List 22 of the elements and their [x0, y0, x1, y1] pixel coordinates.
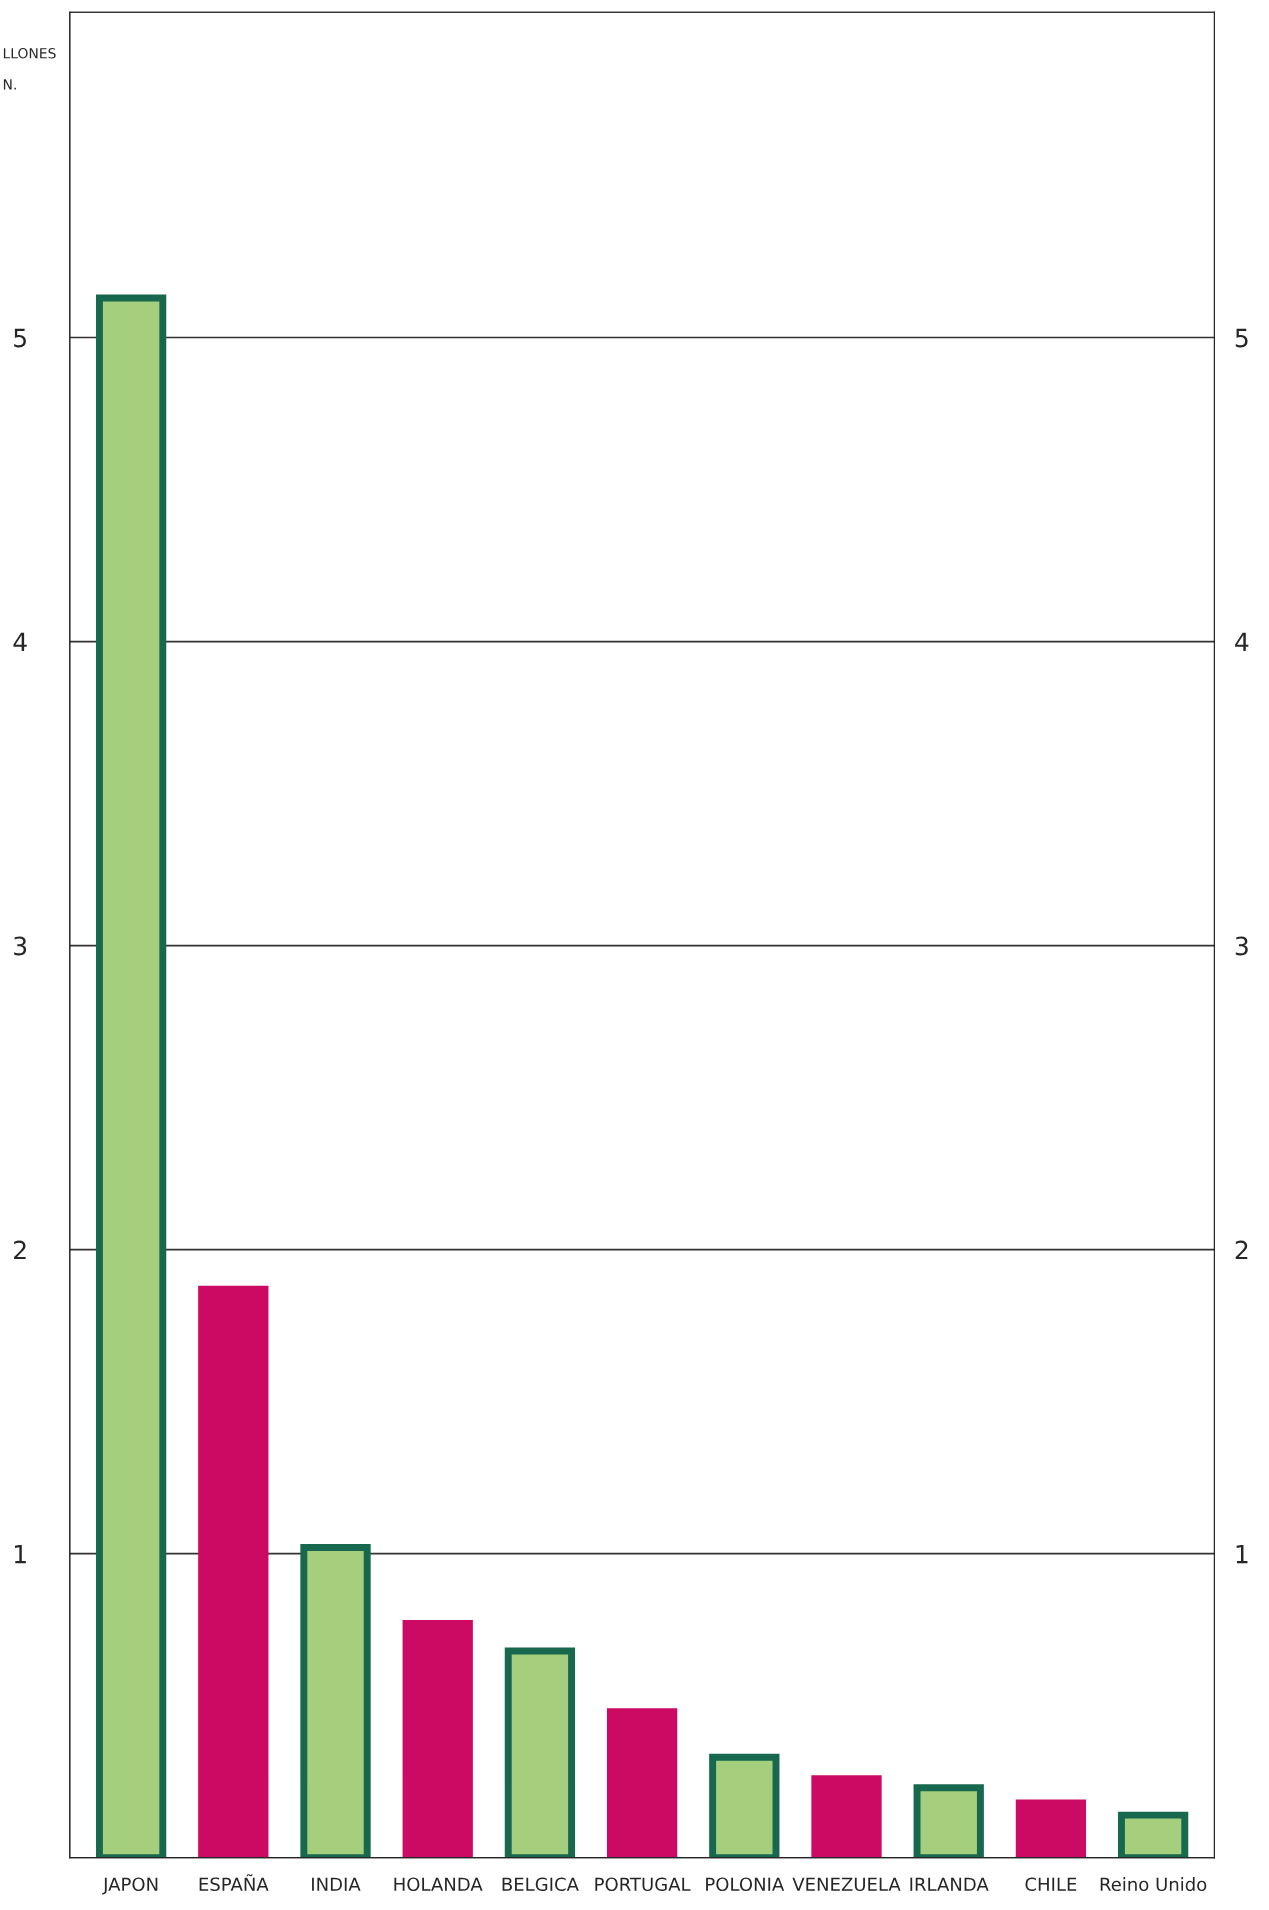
x-tick-label: IRLANDA: [910, 1877, 989, 1891]
x-tick-label: ESPAÑA: [199, 1874, 269, 1892]
y-tick-label: 4: [13, 632, 27, 652]
y2-tick-label: 3: [1235, 936, 1248, 956]
x-tick-label: HOLANDA: [394, 1877, 483, 1892]
y2-tick-label: 1: [1236, 1544, 1248, 1564]
y2-tick-label: 2: [1235, 1240, 1248, 1260]
y-tick-label: 1: [14, 1544, 26, 1564]
x-tick-label: PORTUGAL: [595, 1877, 691, 1892]
x-tick-label: POLONIA: [706, 1877, 785, 1892]
y2-tick-label: 4: [1235, 632, 1249, 652]
y-tick-label: 3: [14, 936, 27, 956]
x-tick-label: VENEZUELA: [792, 1877, 901, 1892]
x-tick-label: Reino Unido: [1100, 1877, 1207, 1892]
x-tick-label: BELGICA: [502, 1877, 579, 1892]
y-tick-label: 2: [14, 1240, 26, 1260]
y2-tick-label: 5: [1235, 328, 1248, 348]
x-tick-label: CHILE: [1025, 1877, 1077, 1892]
x-tick-label: JAPON: [102, 1877, 158, 1895]
text: LLONES N.: [3, 48, 56, 90]
x-tick-label: INDIA: [312, 1877, 361, 1891]
y-tick-label: 5: [14, 328, 26, 348]
